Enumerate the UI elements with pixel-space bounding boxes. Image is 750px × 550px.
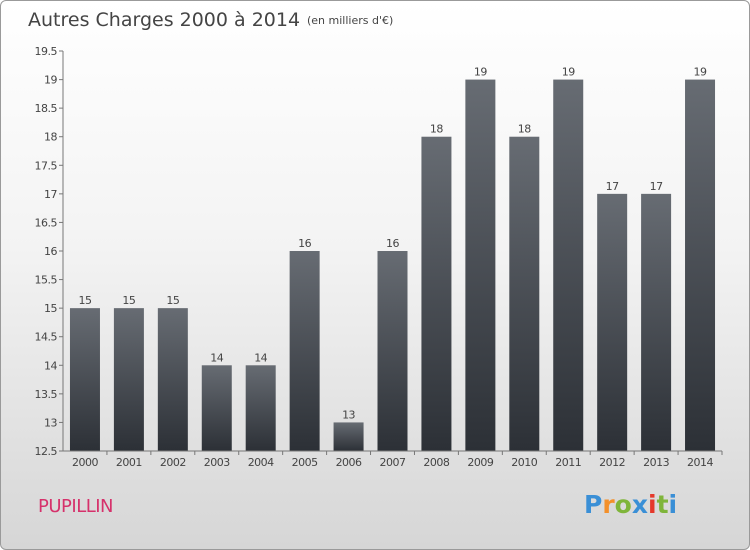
y-tick-label: 16 <box>44 245 57 258</box>
x-tick-label: 2013 <box>643 456 669 469</box>
bar-value-label: 16 <box>386 237 399 250</box>
bar <box>597 193 628 451</box>
bar-value-label: 18 <box>430 123 443 136</box>
logo-letter: t <box>656 490 669 519</box>
bar-value-label: 19 <box>694 66 707 79</box>
y-tick-label: 14 <box>44 359 57 372</box>
y-tick-label: 13.5 <box>35 388 58 401</box>
logo-letter: i <box>648 490 657 519</box>
y-tick-label: 15 <box>44 302 57 315</box>
bar <box>245 365 276 451</box>
y-tick-label: 15.5 <box>35 274 58 287</box>
x-tick-label: 2012 <box>599 456 625 469</box>
y-tick-label: 19.5 <box>35 45 58 58</box>
chart-title: Autres Charges 2000 à 2014 <box>28 9 301 31</box>
x-tick-label: 2009 <box>467 456 493 469</box>
logo-letter: i <box>668 490 678 519</box>
bar-value-label: 14 <box>254 351 267 364</box>
bar <box>685 79 716 452</box>
bar-value-label: 17 <box>650 180 663 193</box>
x-tick-label: 2002 <box>160 456 186 469</box>
x-axis: 2000 2001 2002 2003 2004 2005 2006 2007 2008 2009… <box>63 450 723 469</box>
y-tick-label: 12.5 <box>35 445 58 458</box>
bar-value-label: 19 <box>474 66 487 79</box>
x-tick-label: 2003 <box>204 456 230 469</box>
y-tick-label: 14.5 <box>35 331 58 344</box>
y-tick-label: 18.5 <box>35 102 58 115</box>
y-tick-label: 19 <box>44 74 57 87</box>
bar-value-label: 13 <box>342 408 355 421</box>
bar <box>465 79 496 452</box>
x-tick-label: 2005 <box>292 456 318 469</box>
bar-value-label: 16 <box>298 237 311 250</box>
bar-value-label: 17 <box>606 180 619 193</box>
bar <box>157 308 188 451</box>
bar <box>509 136 540 451</box>
place-name: PUPILLIN <box>38 496 114 517</box>
y-tick-label: 16.5 <box>35 216 58 229</box>
bar <box>333 422 364 451</box>
logo-letter: P <box>584 490 603 519</box>
x-tick-label: 2007 <box>380 456 406 469</box>
bars: 15 15 15 14 14 16 13 16 18 19 18 19 17 17 19 <box>69 66 716 452</box>
logo-letter: x <box>631 490 648 519</box>
bar <box>421 136 452 451</box>
bar-value-label: 19 <box>562 66 575 79</box>
bar-value-label: 18 <box>518 123 531 136</box>
y-tick-label: 17.5 <box>35 159 58 172</box>
bar <box>201 365 232 451</box>
x-tick-label: 2010 <box>511 456 537 469</box>
logo-letter: r <box>602 490 615 519</box>
x-tick-label: 2014 <box>687 456 713 469</box>
bar-value-label: 15 <box>166 294 179 307</box>
bar <box>113 308 144 451</box>
proxiti-logo[interactable]: Proxiti <box>584 490 677 519</box>
y-tick-label: 13 <box>44 416 57 429</box>
y-axis: 12.5 13 13.5 14 14.5 15 15.5 16 16.5 17 17.5 18 18.5… <box>35 45 64 458</box>
x-tick-label: 2006 <box>336 456 362 469</box>
logo-letter: o <box>614 490 632 519</box>
bar-value-label: 15 <box>122 294 135 307</box>
x-tick-label: 2000 <box>72 456 98 469</box>
unit-note: (en milliers d'€) <box>307 14 394 27</box>
y-tick-label: 17 <box>44 188 57 201</box>
bar <box>69 308 100 451</box>
bar <box>641 193 672 451</box>
y-tick-label: 18 <box>44 131 57 144</box>
x-tick-label: 2008 <box>423 456 449 469</box>
x-tick-label: 2001 <box>116 456 142 469</box>
bar <box>377 251 408 451</box>
x-tick-label: 2004 <box>248 456 274 469</box>
bar <box>553 79 584 452</box>
bar-value-label: 15 <box>78 294 91 307</box>
x-tick-label: 2011 <box>555 456 581 469</box>
bar <box>289 251 320 451</box>
bar-value-label: 14 <box>210 351 223 364</box>
